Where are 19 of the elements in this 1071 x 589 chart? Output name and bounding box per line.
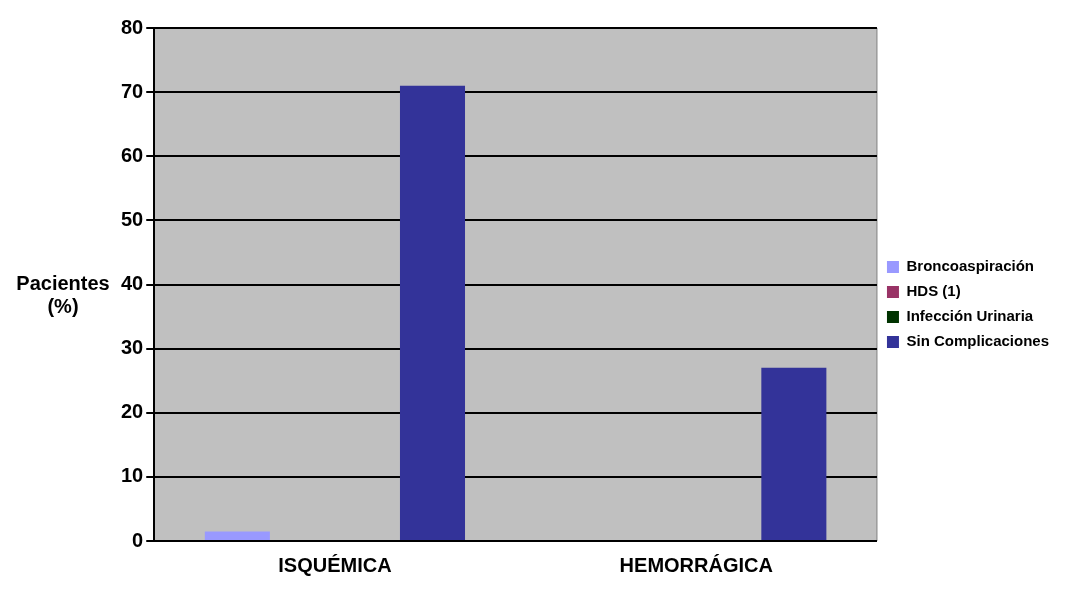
y-tick-label: 50 — [121, 207, 144, 230]
y-tick-label: 20 — [121, 400, 144, 423]
y-tick-label: 60 — [121, 143, 144, 166]
legend-label: HDS (1) — [906, 282, 961, 300]
bar — [399, 85, 466, 540]
x-tick-label: ISQUÉMICA — [278, 553, 392, 576]
y-tick-label: 40 — [121, 272, 144, 295]
bar — [204, 531, 270, 540]
y-tick-label: 70 — [121, 79, 144, 102]
y-tick-label: 30 — [121, 336, 144, 359]
legend-label: Infección Urinaria — [906, 307, 1034, 325]
y-axis-title: Pacientes (%) — [15, 271, 111, 318]
y-tick-label: 80 — [121, 15, 144, 38]
legend-label: Sin Complicaciones — [906, 332, 1050, 350]
x-tick-label: HEMORRÁGICA — [619, 553, 773, 576]
y-tick-label: 0 — [132, 528, 144, 551]
bar — [761, 367, 827, 540]
legend-label: Broncoaspiración — [906, 257, 1034, 275]
y-tick-label: 10 — [121, 464, 144, 487]
